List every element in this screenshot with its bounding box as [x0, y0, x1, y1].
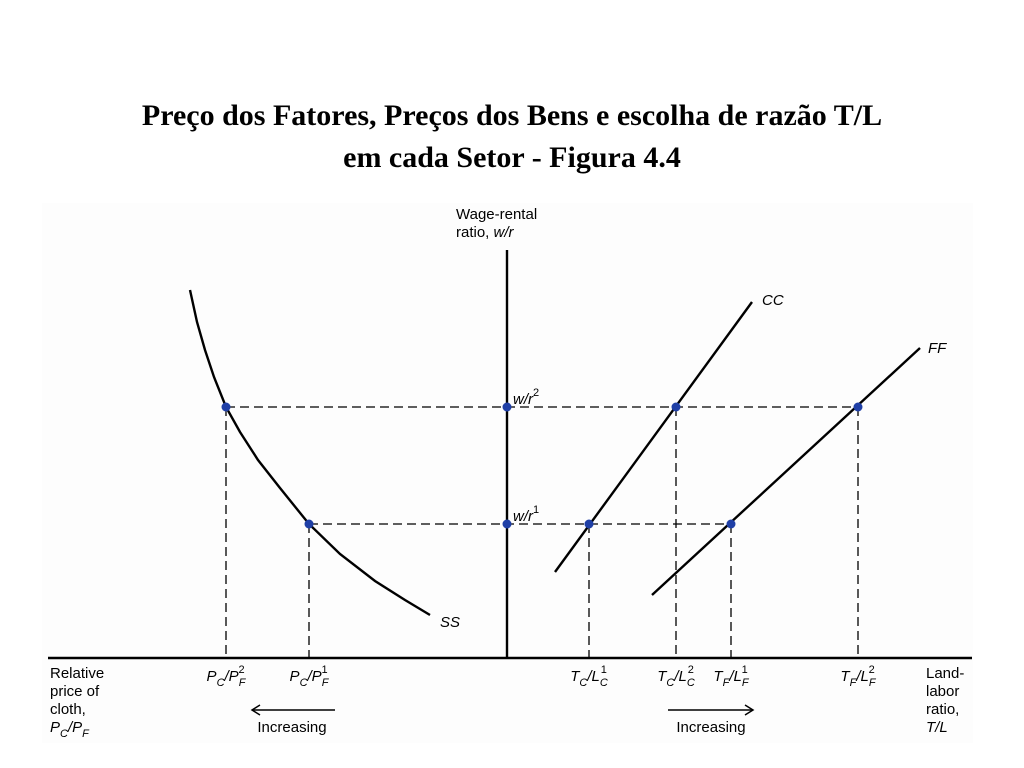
point: [671, 402, 681, 412]
label-part: ratio,: [926, 701, 959, 718]
label-part: C: [687, 677, 695, 689]
label-part: T/L: [926, 719, 948, 736]
increasing-label: Increasing: [676, 719, 745, 736]
label: w/r1: [513, 504, 539, 525]
label-part: F: [869, 677, 877, 689]
label-part: C: [600, 677, 608, 689]
point: [726, 519, 736, 529]
label: cloth,: [50, 701, 86, 718]
label-part: 2: [688, 664, 694, 676]
label-part: price of: [50, 683, 100, 700]
point: [584, 519, 594, 529]
label-part: /L: [586, 668, 600, 685]
label-part: 1: [742, 664, 748, 676]
label: price of: [50, 683, 100, 700]
label: TC/LC1: [570, 664, 608, 689]
label-part: C: [217, 677, 225, 689]
label-part: 1: [321, 664, 327, 676]
label-part: F: [239, 677, 247, 689]
label-part: F: [82, 728, 90, 740]
point: [853, 402, 863, 412]
label-part: F: [850, 677, 858, 689]
label-part: /L: [673, 668, 687, 685]
label-part: T: [713, 668, 724, 685]
label: PC/PF1: [290, 664, 330, 689]
label: Land-: [926, 665, 964, 682]
label-part: 2: [533, 387, 539, 399]
label-part: Relative: [50, 665, 104, 682]
label: TF/LF1: [713, 664, 749, 689]
label-part: T: [840, 668, 851, 685]
label: labor: [926, 683, 959, 700]
label-part: T: [657, 668, 668, 685]
label-part: w/r: [513, 391, 534, 408]
label-part: F: [742, 677, 750, 689]
label: T/L: [926, 719, 948, 736]
label-part: Land-: [926, 665, 964, 682]
point: [221, 402, 231, 412]
arrow-head: [250, 704, 261, 716]
label-part: labor: [926, 683, 959, 700]
label-part: P: [50, 719, 60, 736]
label-part: F: [322, 677, 330, 689]
label: Wage-rental: [456, 206, 537, 223]
point: [502, 402, 512, 412]
ff-curve: [651, 347, 921, 596]
label-part: C: [666, 677, 674, 689]
label-part: 1: [601, 664, 607, 676]
label-part: w/r: [513, 508, 534, 525]
label: TF/LF2: [840, 664, 876, 689]
label-part: cloth,: [50, 701, 86, 718]
curve-label: SS: [440, 614, 460, 631]
title-line: em cada Setor - Figura 4.4: [343, 141, 681, 174]
label: w/r2: [513, 387, 539, 408]
label-part: C: [579, 677, 587, 689]
label-part: /L: [855, 668, 869, 685]
label-part: F: [723, 677, 731, 689]
label-part: Wage-rental: [456, 206, 537, 223]
label: PC/PF: [50, 719, 90, 740]
label: PC/PF2: [207, 664, 247, 689]
arrow-head: [744, 704, 755, 716]
title-line: Preço dos Fatores, Preços dos Bens e esc…: [142, 99, 882, 132]
guides: [225, 406, 859, 658]
label-part: /L: [728, 668, 742, 685]
label-part: 1: [533, 504, 539, 516]
label: ratio,: [926, 701, 959, 718]
increasing-label: Increasing: [257, 719, 326, 736]
ss-curve: [188, 289, 431, 617]
curve-label: CC: [762, 292, 784, 309]
label-part: /P: [224, 668, 239, 685]
point: [502, 519, 512, 529]
label-part: 2: [238, 664, 244, 676]
curve-label: FF: [928, 340, 947, 357]
label-part: /P: [67, 719, 82, 736]
label-part: /P: [307, 668, 322, 685]
label-part: 2: [869, 664, 875, 676]
label-part: C: [60, 728, 68, 740]
label: Relative: [50, 665, 104, 682]
label-part: ratio,: [456, 224, 494, 241]
label-part: w/r: [494, 224, 515, 241]
arrows: [250, 704, 755, 716]
label: ratio, w/r: [456, 224, 515, 241]
label-part: P: [290, 668, 300, 685]
label-part: P: [207, 668, 217, 685]
label: TC/LC2: [657, 664, 695, 689]
label-part: C: [300, 677, 308, 689]
point: [304, 519, 314, 529]
points: [221, 402, 863, 529]
label-part: T: [570, 668, 581, 685]
